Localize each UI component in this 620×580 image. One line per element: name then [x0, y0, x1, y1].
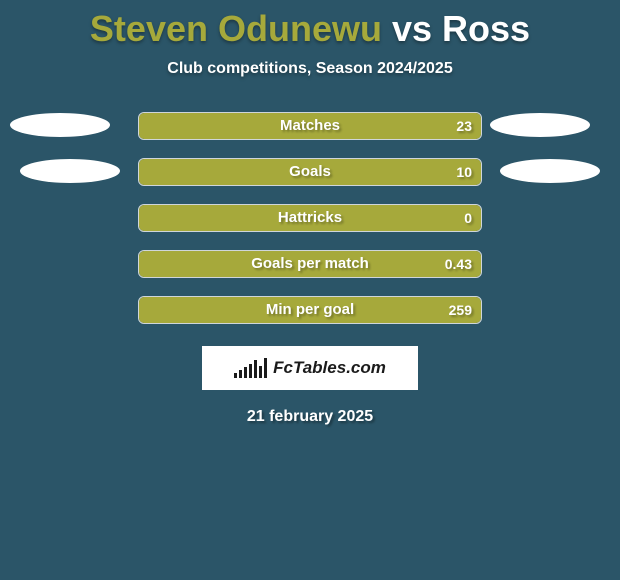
- logo-bars-icon: [234, 358, 267, 378]
- player-ellipse-icon: [500, 159, 600, 183]
- stat-bar: [138, 158, 482, 186]
- logo-text: FcTables.com: [273, 358, 386, 378]
- stat-row: Min per goal259: [0, 296, 620, 324]
- stat-row: Goals10: [0, 158, 620, 186]
- stat-bar-fill: [139, 297, 481, 323]
- player-ellipse-icon: [20, 159, 120, 183]
- player-ellipse-icon: [490, 113, 590, 137]
- player-ellipse-icon: [10, 113, 110, 137]
- stat-bar-fill: [139, 251, 481, 277]
- stat-bar-fill: [139, 159, 481, 185]
- date-label: 21 february 2025: [0, 408, 620, 426]
- stat-row: Matches23: [0, 112, 620, 140]
- stat-bar: [138, 204, 482, 232]
- stat-bar: [138, 112, 482, 140]
- stat-bar-fill: [139, 113, 481, 139]
- stat-row: Goals per match0.43: [0, 250, 620, 278]
- stat-rows: Matches23 Goals10 Hattricks0 Goals per matc…: [0, 112, 620, 324]
- subtitle: Club competitions, Season 2024/2025: [0, 60, 620, 78]
- player1-name: Steven Odunewu: [90, 8, 382, 49]
- comparison-title: Steven Odunewu vs Ross: [0, 0, 620, 50]
- stat-row: Hattricks0: [0, 204, 620, 232]
- stat-bar: [138, 296, 482, 324]
- stat-bar-fill: [139, 205, 481, 231]
- stat-bar: [138, 250, 482, 278]
- vs-text: vs: [392, 8, 432, 49]
- player2-name: Ross: [442, 8, 530, 49]
- fctables-logo: FcTables.com: [202, 346, 418, 390]
